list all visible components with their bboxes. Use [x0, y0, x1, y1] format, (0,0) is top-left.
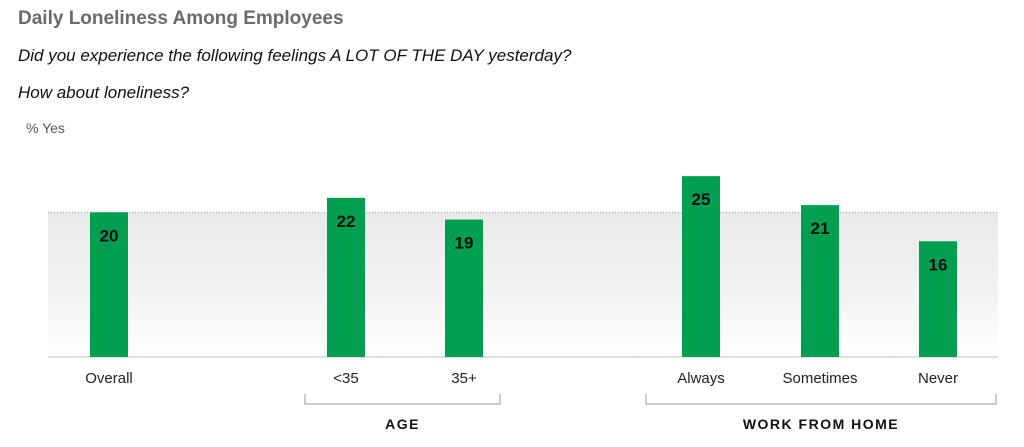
- data-label-2: 19: [455, 234, 474, 253]
- x-tick-label-3: Always: [677, 370, 725, 387]
- bar-3: [682, 176, 720, 357]
- bar-1: [327, 197, 365, 357]
- x-tick-label-2: 35+: [451, 370, 477, 387]
- bar-0: [90, 212, 128, 357]
- chart-subtitle-followup: How about loneliness?: [18, 83, 190, 102]
- data-label-4: 21: [811, 219, 830, 238]
- bar-2: [445, 219, 483, 357]
- chart-title: Daily Loneliness Among Employees: [18, 8, 344, 29]
- x-tick-label-0: Overall: [85, 370, 133, 387]
- x-tick-label-1: <35: [333, 370, 358, 387]
- data-label-1: 22: [337, 212, 356, 231]
- group-label-1: WORK FROM HOME: [743, 416, 899, 432]
- reference-band: [48, 212, 998, 357]
- data-label-3: 25: [692, 190, 711, 209]
- data-label-0: 20: [100, 226, 119, 245]
- x-tick-label-5: Never: [918, 370, 958, 387]
- group-label-0: AGE: [385, 416, 420, 432]
- chart-subtitle-question: Did you experience the following feeling…: [18, 46, 572, 65]
- bar-5: [919, 241, 957, 357]
- group-bracket-1: [645, 394, 997, 405]
- bar-4: [801, 205, 839, 357]
- y-axis-unit-label: % Yes: [26, 120, 65, 136]
- data-label-5: 16: [929, 255, 948, 274]
- x-tick-label-4: Sometimes: [782, 370, 857, 387]
- group-bracket-0: [304, 394, 501, 405]
